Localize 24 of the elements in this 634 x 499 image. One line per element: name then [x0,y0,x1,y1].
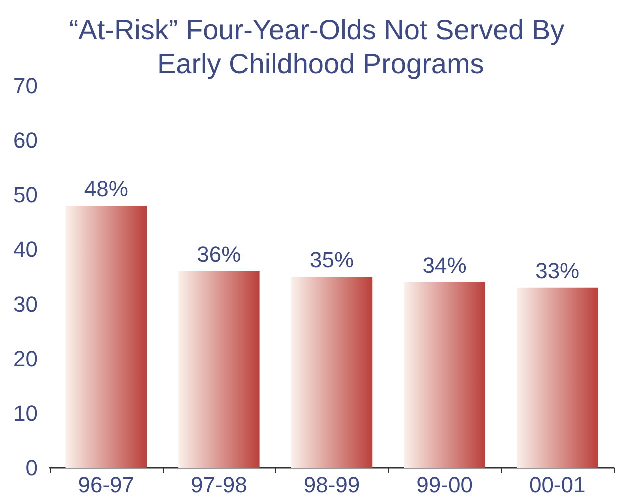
bar [178,272,260,468]
x-tick-label: 98-99 [304,472,360,498]
x-tick-label: 00-01 [529,472,586,498]
y-tick-label: 30 [14,292,38,317]
x-tick-label: 96-97 [78,472,135,498]
bar [516,288,598,468]
data-label: 33% [536,258,580,284]
bar [291,277,373,468]
x-tick-label: 97-98 [191,472,248,498]
y-tick-label: 60 [14,128,38,154]
chart-title: “At-Risk” Four-Year-Olds Not Served By Early Childhood Programs [69,14,565,80]
bar [66,206,148,468]
y-tick-label: 70 [14,74,38,98]
y-tick-label: 40 [14,237,38,262]
y-tick-label: 0 [26,456,38,480]
x-tick-label: 99-00 [416,472,473,498]
data-label: 34% [422,252,467,278]
data-label: 35% [310,248,354,272]
bar [404,282,486,468]
y-tick-label: 10 [14,400,38,426]
data-label: 48% [84,176,128,202]
y-tick-label: 50 [14,182,38,208]
y-tick-label: 20 [14,346,38,372]
data-label: 36% [197,242,242,268]
